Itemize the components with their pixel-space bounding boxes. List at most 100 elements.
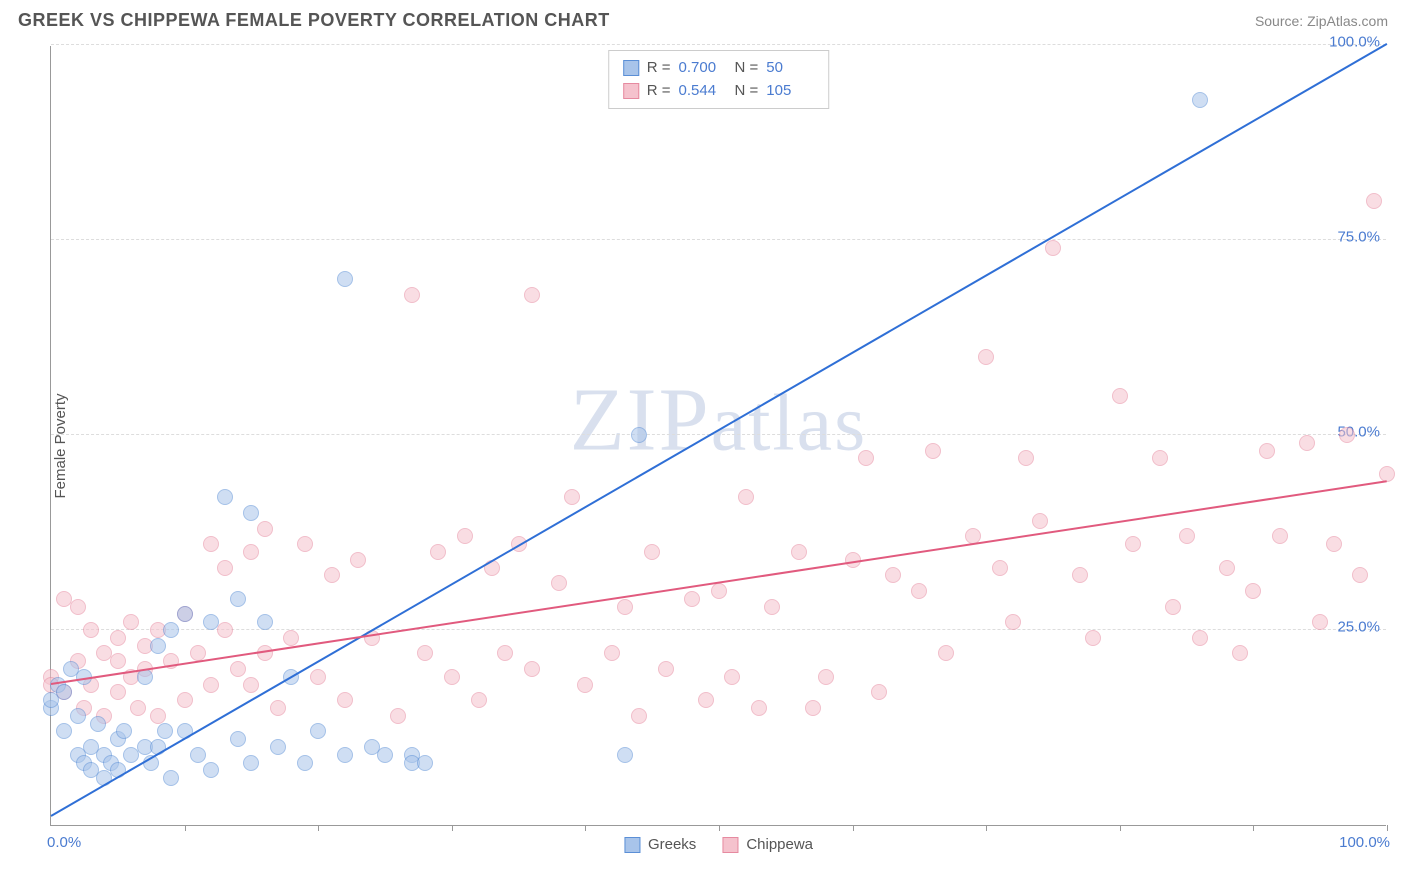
- data-point: [631, 427, 647, 443]
- data-point: [110, 684, 126, 700]
- data-point: [83, 622, 99, 638]
- data-point: [163, 770, 179, 786]
- data-point: [724, 669, 740, 685]
- data-point: [310, 723, 326, 739]
- data-point: [684, 591, 700, 607]
- data-point: [1112, 388, 1128, 404]
- data-point: [805, 700, 821, 716]
- data-point: [764, 599, 780, 615]
- legend-item-greeks: Greeks: [624, 836, 696, 853]
- data-point: [791, 544, 807, 560]
- data-point: [90, 716, 106, 732]
- data-point: [350, 552, 366, 568]
- data-point: [324, 567, 340, 583]
- data-point: [978, 349, 994, 365]
- data-point: [230, 731, 246, 747]
- legend-row-chippewa: R = 0.544 N = 105: [623, 80, 815, 103]
- x-tick: [719, 825, 720, 831]
- data-point: [337, 747, 353, 763]
- data-point: [217, 489, 233, 505]
- data-point: [471, 692, 487, 708]
- chart-title: GREEK VS CHIPPEWA FEMALE POVERTY CORRELA…: [18, 10, 610, 31]
- n-label: N =: [735, 57, 759, 80]
- data-point: [858, 450, 874, 466]
- r-label: R =: [647, 80, 671, 103]
- data-point: [644, 544, 660, 560]
- data-point: [1192, 92, 1208, 108]
- data-point: [270, 739, 286, 755]
- trend-line: [50, 43, 1387, 817]
- data-point: [1379, 466, 1395, 482]
- r-label: R =: [647, 57, 671, 80]
- data-point: [337, 271, 353, 287]
- x-tick: [585, 825, 586, 831]
- gridline: [51, 44, 1386, 45]
- data-point: [150, 708, 166, 724]
- x-tick: [452, 825, 453, 831]
- data-point: [230, 661, 246, 677]
- data-point: [1085, 630, 1101, 646]
- data-point: [110, 630, 126, 646]
- data-point: [297, 755, 313, 771]
- correlation-legend: R = 0.700 N = 50 R = 0.544 N = 105: [608, 50, 830, 109]
- data-point: [818, 669, 834, 685]
- data-point: [457, 528, 473, 544]
- x-axis-100-label: 100.0%: [1339, 834, 1390, 851]
- x-tick: [853, 825, 854, 831]
- data-point: [1272, 528, 1288, 544]
- swatch-chippewa: [623, 83, 639, 99]
- data-point: [404, 287, 420, 303]
- data-point: [1179, 528, 1195, 544]
- x-tick: [1253, 825, 1254, 831]
- data-point: [1045, 240, 1061, 256]
- data-point: [1032, 513, 1048, 529]
- data-point: [297, 536, 313, 552]
- data-point: [617, 747, 633, 763]
- data-point: [337, 692, 353, 708]
- chart-plot-area: ZIPatlas R = 0.700 N = 50 R = 0.544 N = …: [50, 46, 1386, 826]
- x-axis-0-label: 0.0%: [47, 834, 81, 851]
- data-point: [871, 684, 887, 700]
- data-point: [257, 614, 273, 630]
- data-point: [1245, 583, 1261, 599]
- data-point: [110, 653, 126, 669]
- n-value-chippewa: 105: [766, 80, 814, 103]
- data-point: [524, 661, 540, 677]
- gridline: [51, 239, 1386, 240]
- data-point: [1259, 443, 1275, 459]
- data-point: [203, 536, 219, 552]
- data-point: [497, 645, 513, 661]
- data-point: [1366, 193, 1382, 209]
- data-point: [1352, 567, 1368, 583]
- data-point: [1339, 427, 1355, 443]
- legend-row-greeks: R = 0.700 N = 50: [623, 57, 815, 80]
- data-point: [243, 755, 259, 771]
- data-point: [738, 489, 754, 505]
- data-point: [631, 708, 647, 724]
- data-point: [751, 700, 767, 716]
- data-point: [217, 622, 233, 638]
- data-point: [444, 669, 460, 685]
- data-point: [1018, 450, 1034, 466]
- x-tick: [185, 825, 186, 831]
- data-point: [1219, 560, 1235, 576]
- data-point: [243, 505, 259, 521]
- data-point: [1299, 435, 1315, 451]
- x-tick: [318, 825, 319, 831]
- data-point: [130, 700, 146, 716]
- data-point: [190, 747, 206, 763]
- data-point: [243, 677, 259, 693]
- data-point: [70, 599, 86, 615]
- data-point: [698, 692, 714, 708]
- data-point: [116, 723, 132, 739]
- data-point: [150, 638, 166, 654]
- data-point: [1312, 614, 1328, 630]
- data-point: [56, 723, 72, 739]
- legend-label-greeks: Greeks: [648, 836, 696, 853]
- data-point: [390, 708, 406, 724]
- data-point: [938, 645, 954, 661]
- data-point: [992, 560, 1008, 576]
- legend-item-chippewa: Chippewa: [722, 836, 813, 853]
- data-point: [377, 747, 393, 763]
- data-point: [203, 677, 219, 693]
